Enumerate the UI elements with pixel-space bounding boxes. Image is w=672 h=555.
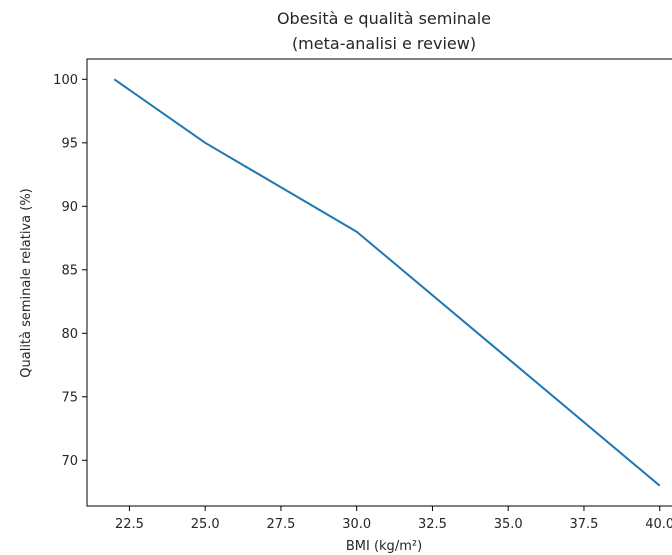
x-tick-label: 32.5 <box>418 517 447 532</box>
x-axis: 22.5 25.0 27.5 30.0 32.5 35.0 37.5 40.0 <box>115 506 672 532</box>
series-line <box>113 78 661 487</box>
y-tick-label: 70 <box>61 454 78 469</box>
x-tick-label: 40.0 <box>645 517 672 532</box>
chart-title: Obesità e qualità seminale <box>277 9 491 28</box>
y-tick-label: 80 <box>61 327 78 342</box>
y-tick-label: 90 <box>61 200 78 215</box>
series-group <box>113 78 661 487</box>
y-axis: 70 75 80 85 90 95 100 <box>53 73 87 469</box>
x-tick-label: 35.0 <box>494 517 523 532</box>
x-tick-label: 22.5 <box>115 517 144 532</box>
plot-area <box>86 58 672 507</box>
y-tick-label: 85 <box>61 263 78 278</box>
x-tick-label: 30.0 <box>342 517 371 532</box>
x-tick-label: 25.0 <box>191 517 220 532</box>
x-tick-label: 27.5 <box>266 517 295 532</box>
x-axis-label: BMI (kg/m²) <box>346 539 422 554</box>
chart-subtitle: (meta-analisi e review) <box>292 34 476 53</box>
y-tick-label: 100 <box>53 73 78 88</box>
y-tick-label: 75 <box>61 390 78 405</box>
plot-frame <box>86 58 672 507</box>
x-tick-label: 37.5 <box>569 517 598 532</box>
y-tick-label: 95 <box>61 136 78 151</box>
y-axis-label: Qualità seminale relativa (%) <box>19 188 34 377</box>
